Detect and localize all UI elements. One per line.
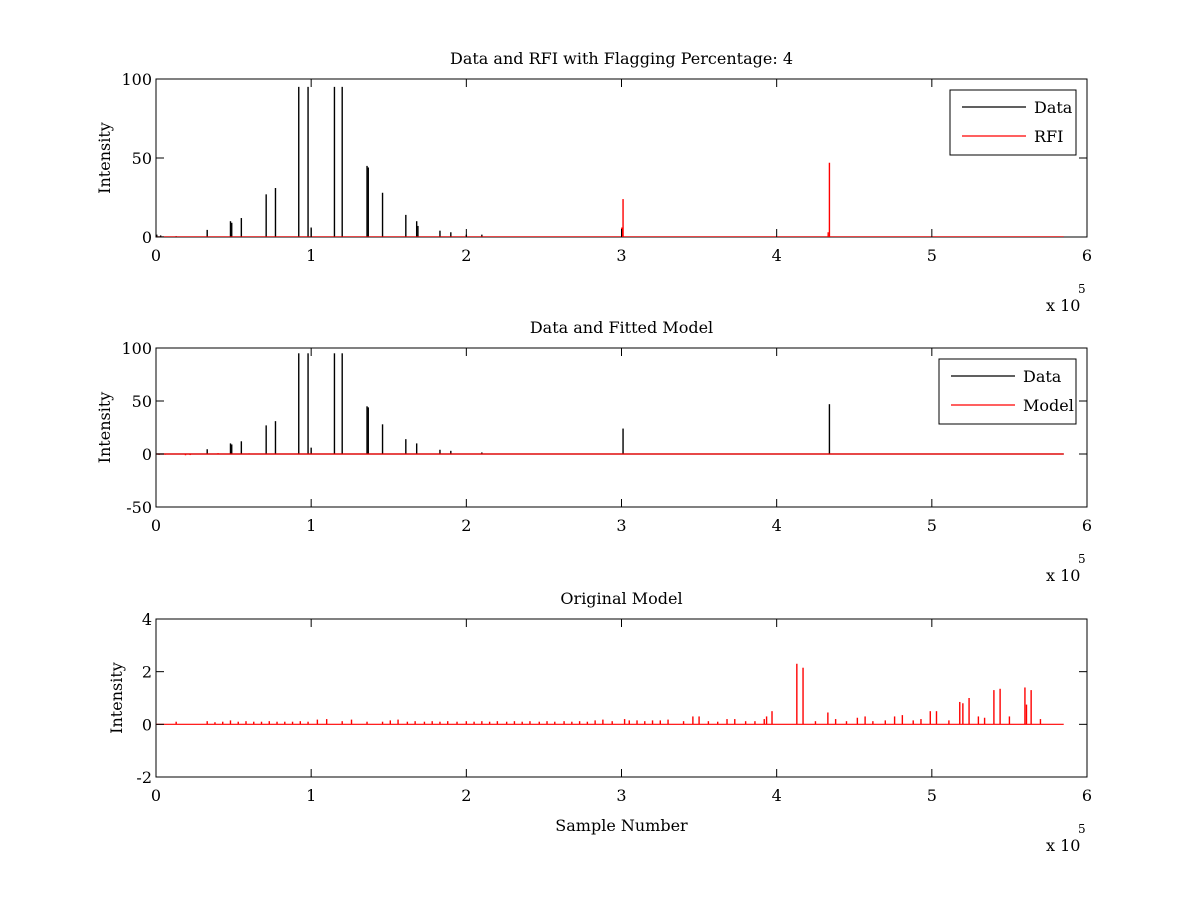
series-model [156,453,1064,456]
x-exponent-label: x 10 [1046,836,1080,855]
legend-label: Data [1034,98,1073,117]
y-tick-label: 100 [121,339,152,358]
x-tick-label: 4 [772,786,782,805]
x-tick-label: 1 [306,786,316,805]
x-tick-label: 0 [151,246,161,265]
x-tick-label: 0 [151,786,161,805]
x-tick-label: 3 [616,246,626,265]
series-model-signal [156,663,1064,725]
plot-area [156,663,1064,725]
y-tick-label: 50 [132,392,152,411]
subplot-title: Data and RFI with Flagging Percentage: 4 [450,49,793,68]
legend: Data RFI [949,89,1077,156]
x-tick-label: 3 [616,516,626,535]
y-tick-label: 0 [142,228,152,247]
legend-box [949,89,1077,156]
x-exponent: 5 [1078,282,1086,296]
legend-label: Model [1023,396,1074,415]
y-tick-label: 4 [142,610,152,629]
legend-label: RFI [1034,127,1063,146]
x-tick-label: 1 [306,516,316,535]
subplot-title: Data and Fitted Model [530,318,713,337]
x-tick-label: 2 [461,786,471,805]
x-tick-label: 6 [1082,516,1092,535]
y-axis-label: Intensity [95,392,114,464]
legend-box [938,358,1077,425]
legend-label: Data [1023,367,1062,386]
y-tick-label: 0 [142,445,152,464]
y-tick-label: 100 [121,70,152,89]
plot-area [156,353,1064,456]
x-tick-label: 2 [461,246,471,265]
legend: Data Model [938,358,1077,425]
axes-frame [155,618,1088,778]
y-axis-label: Intensity [107,662,126,734]
x-tick-label: 6 [1082,246,1092,265]
x-tick-label: 5 [927,786,937,805]
x-tick-label: 3 [616,786,626,805]
x-tick-label: 1 [306,246,316,265]
subplot-title: Original Model [560,589,682,608]
y-axis-label: Intensity [95,122,114,194]
x-exponent: 5 [1078,552,1086,566]
x-exponent-label: x 10 [1046,566,1080,585]
x-exponent: 5 [1078,822,1086,836]
x-tick-label: 4 [772,246,782,265]
x-axis-label: Sample Number [555,816,688,835]
x-exponent-label: x 10 [1046,296,1080,315]
y-tick-label: 0 [142,715,152,734]
x-tick-label: 0 [151,516,161,535]
y-tick-label: 50 [132,149,152,168]
axes-frame [155,347,1088,508]
x-tick-label: 4 [772,516,782,535]
x-tick-label: 5 [927,246,937,265]
axes-frame [155,78,1088,238]
y-tick-label: 2 [142,663,152,682]
y-tick-label: -2 [136,768,152,787]
x-tick-label: 6 [1082,786,1092,805]
x-tick-label: 5 [927,516,937,535]
x-tick-label: 2 [461,516,471,535]
y-tick-label: -50 [126,498,152,517]
